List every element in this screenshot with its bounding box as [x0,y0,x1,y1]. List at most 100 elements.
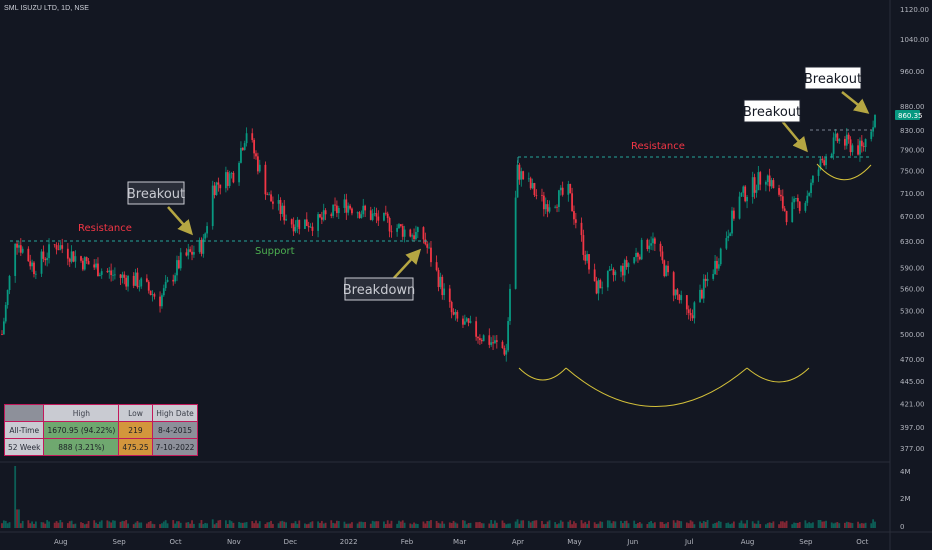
candle-body [482,335,485,342]
candle-body [633,257,636,264]
candle-body [164,281,167,289]
volume-bar [198,523,201,528]
time-tick-label: Dec [284,538,298,546]
candle-body [298,219,301,229]
candle-body [791,202,794,223]
volume-bar [637,523,639,528]
volume-bar [125,519,128,528]
volume-bar [691,521,694,528]
candle-body [161,295,163,307]
candle-body [533,183,536,196]
candle-body [652,238,654,244]
candle-body [740,192,743,197]
volume-bar [507,523,510,528]
stats-header-date: High Date [151,404,199,422]
time-tick-label: Oct [856,538,868,546]
stats-row-label: All-Time [3,421,45,439]
volume-bar [469,522,472,528]
price-axis[interactable]: 1120.00 1040.00 960.00 880.00 830.00 790.00 75… [900,6,929,453]
time-tick-label: Oct [170,538,182,546]
volume-bar [266,522,269,528]
volume-bar [601,521,604,528]
price-tick-label: 421.00 [900,400,925,408]
price-tick-label: 1120.00 [900,6,929,14]
candle-body [202,238,205,254]
candle-body [230,172,233,174]
candle-body [373,213,376,214]
candle-body [864,139,867,148]
volume-bar [151,523,154,528]
volume-bar [230,521,233,528]
volume-bar [770,522,773,528]
volume-bar [580,520,583,528]
volume-bar [785,520,788,528]
volume-bar [830,522,833,528]
volume-bar [258,521,261,528]
candle-body [595,281,598,294]
volume-bar [584,521,587,528]
volume-bar [401,520,404,528]
volume-bar [780,521,782,528]
volume-bar [97,523,99,528]
volume-bar [823,521,826,528]
volume-bar [439,523,442,528]
candle-body [112,274,114,276]
volume-bar [706,520,709,528]
volume-bar [610,523,613,528]
candle-body [667,265,669,273]
volume-bar [571,524,573,528]
candle-body [4,305,7,322]
candle-body [307,225,310,228]
time-tick-label: 2022 [340,538,358,546]
volume-bar [296,523,299,528]
time-tick-label: Aug [54,538,68,546]
candle-body [42,251,45,259]
candle-body [80,256,82,261]
candle-body [535,195,538,196]
volume-bar [255,520,257,528]
candle-body [415,232,417,240]
stats-header-row: High Low High Date [3,404,199,422]
volume-bar [68,521,71,528]
candle-body [305,219,308,226]
candle-body [93,264,96,268]
stats-row-52-week: 52 Week 888 (3.21%) 475.25 7-10-2022 [3,438,199,456]
volume-bar [768,522,771,528]
volume-bar [4,520,7,528]
volume-bar [475,522,478,528]
volume-bar [238,521,240,528]
volume-bar [388,523,391,528]
volume-bar [383,521,385,528]
candle-body [290,219,293,225]
time-axis[interactable]: Aug Sep Oct Nov Dec 2022 Feb Mar Apr May Jun Jul Aug… [54,538,869,546]
volume-bar [356,523,359,528]
candle-body [490,342,493,345]
candle-body [217,182,220,185]
volume-bar [638,522,641,528]
volume-bar [454,522,457,528]
volume-bar [712,523,715,528]
volume-bar [574,523,577,528]
volume-bar [845,521,848,528]
candle-body [232,172,235,183]
volume-bar [134,522,137,528]
breakout-label-2: Breakout [743,105,801,120]
candle-body [556,206,558,208]
volume-bar [228,520,231,528]
candle-body [635,252,637,258]
volume-bar [153,524,156,528]
candle-body [324,210,327,215]
candle-body [33,262,35,275]
volume-bar [667,522,669,528]
candle-body [509,288,511,322]
candle-body [388,217,391,232]
volume-bar [390,520,393,528]
candle-body [399,224,402,227]
candle-body [859,140,861,155]
time-tick-label: Sep [113,538,127,546]
volume-bar [501,520,504,528]
candle-body [674,289,677,296]
volume-bar [426,520,429,528]
